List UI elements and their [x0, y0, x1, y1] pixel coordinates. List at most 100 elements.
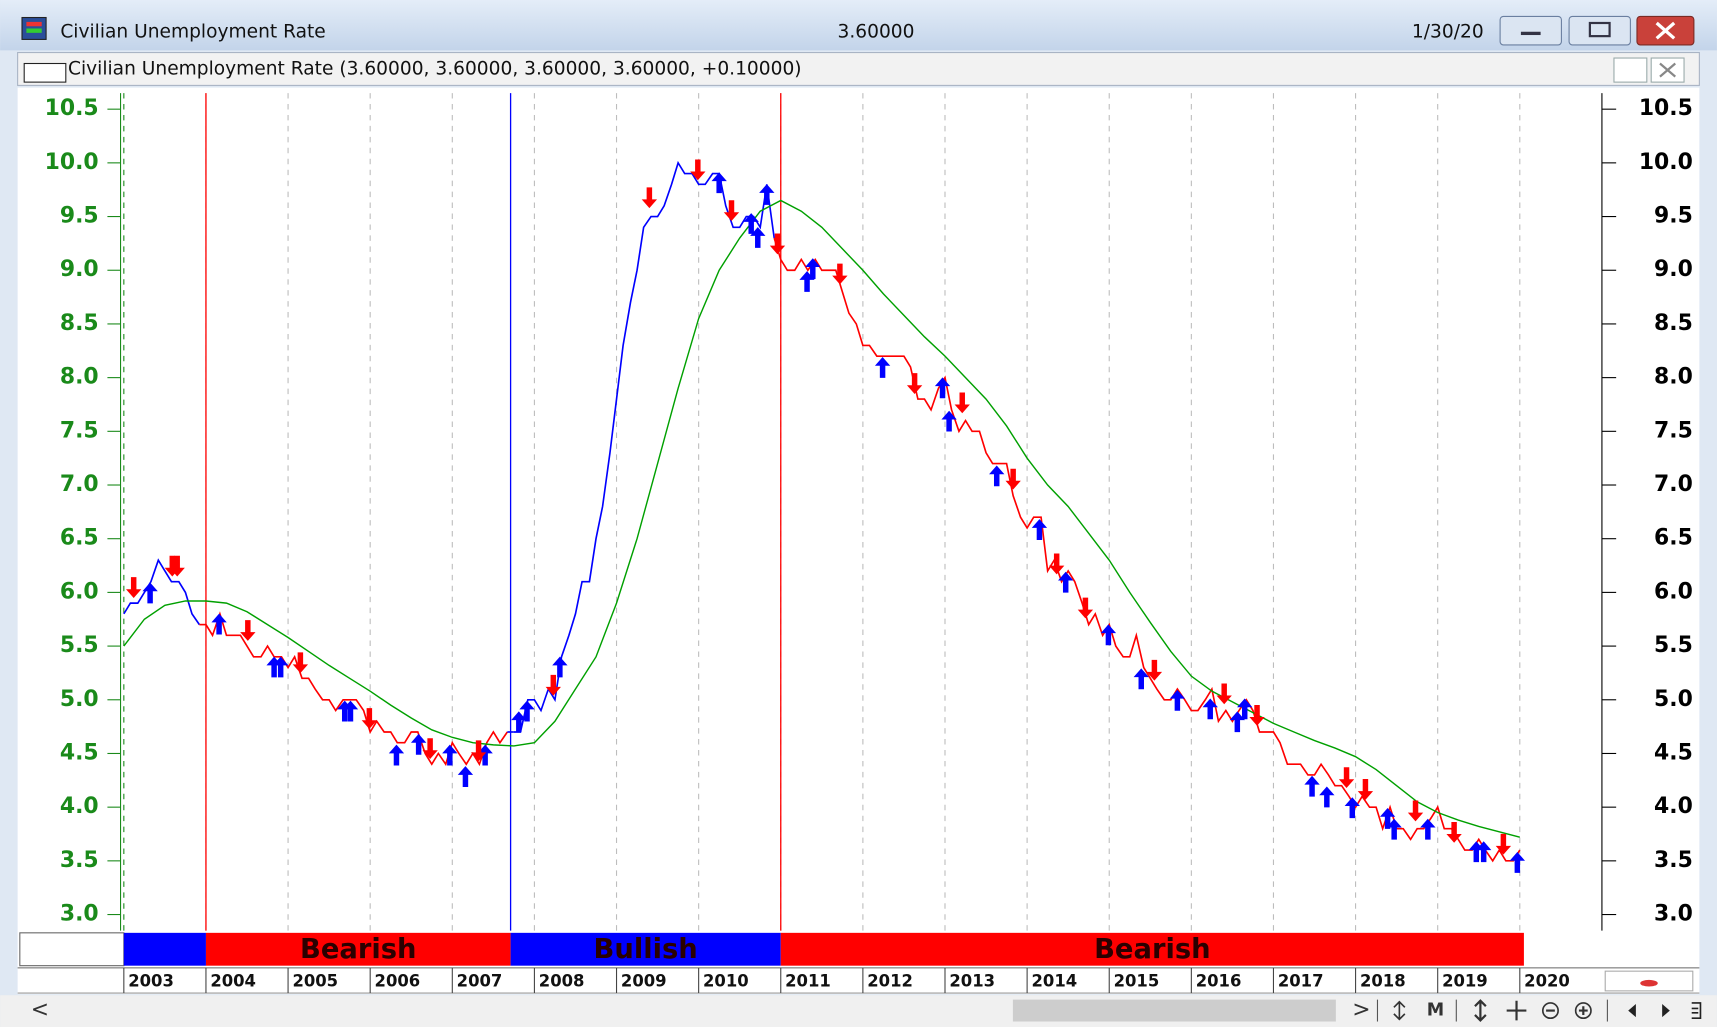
down-arrow — [1407, 800, 1424, 822]
up-arrow — [874, 357, 891, 378]
up-arrow — [388, 744, 405, 766]
corner-icon — [1640, 979, 1658, 987]
x-tick-label: 2016 — [1196, 972, 1242, 991]
up-arrow — [211, 613, 227, 635]
x-tick-label: 2014 — [1031, 972, 1077, 991]
up-arrow — [1169, 689, 1186, 711]
data-line — [205, 611, 508, 767]
y-tick-label-right: 8.0 — [1654, 365, 1693, 390]
down-arrow — [1005, 468, 1021, 490]
maximize-pane[interactable] — [1613, 57, 1648, 83]
up-arrow — [1420, 818, 1436, 840]
up-arrow — [1237, 698, 1253, 720]
y-tick-label-right: 7.0 — [1654, 472, 1693, 497]
down-arrow — [240, 620, 256, 641]
app-icon-part — [26, 28, 42, 33]
up-arrow — [934, 377, 951, 399]
y-tick-label-right: 3.0 — [1654, 902, 1693, 927]
legend-text: Civilian Unemployment Rate (3.60000, 3.6… — [68, 58, 802, 79]
signal-band — [780, 932, 1524, 966]
up-arrow — [1509, 852, 1526, 873]
x-tick-label: 2017 — [1278, 972, 1324, 991]
down-arrow — [1216, 683, 1232, 705]
up-arrow — [1386, 818, 1402, 840]
x-tick-label: 2013 — [949, 972, 995, 991]
up-arrow — [1304, 775, 1320, 797]
y-tick-label-left: 3.5 — [60, 848, 99, 873]
y-tick-label-left: 6.0 — [60, 579, 99, 604]
up-arrow — [1229, 711, 1245, 733]
toolbar-m[interactable]: M — [1427, 1001, 1444, 1021]
y-tick-label-left: 9.0 — [60, 257, 99, 282]
close-icon — [1655, 21, 1676, 40]
y-tick-label-right: 9.0 — [1654, 257, 1693, 282]
x-tick-label: 2009 — [621, 972, 667, 991]
minimize-button[interactable] — [1499, 15, 1562, 46]
up-arrow — [759, 184, 775, 205]
up-arrow — [1100, 624, 1117, 646]
y-tick-label-right: 4.0 — [1654, 794, 1693, 819]
end-icon[interactable] — [1691, 1002, 1702, 1020]
next-icon[interactable] — [1662, 1004, 1670, 1018]
down-arrow — [690, 159, 706, 181]
down-arrow — [769, 233, 786, 255]
refresh-icon[interactable] — [1393, 1000, 1406, 1021]
y-tick-label-right: 9.5 — [1654, 204, 1693, 229]
up-arrow — [142, 582, 158, 604]
up-arrow — [743, 213, 759, 234]
up-arrow — [442, 744, 458, 766]
y-tick-label-left: 6.5 — [60, 526, 99, 551]
y-tick-label-right: 4.5 — [1654, 740, 1693, 765]
restore-button[interactable] — [1568, 15, 1631, 46]
y-tick-label-left: 4.5 — [60, 740, 99, 765]
y-tick-label-right: 10.0 — [1639, 150, 1693, 175]
down-arrow — [641, 187, 658, 209]
data-line — [513, 160, 776, 733]
y-tick-label-right: 5.5 — [1654, 633, 1693, 658]
vscale-icon[interactable] — [1474, 999, 1487, 1022]
x-tick-label: 2012 — [867, 972, 913, 991]
y-tick-label-right: 10.5 — [1639, 96, 1693, 121]
x-tick-label: 2020 — [1524, 972, 1570, 991]
scroll-thumb[interactable] — [1012, 999, 1336, 1022]
scroll-left[interactable]: < — [31, 998, 49, 1023]
y-tick-label-left: 5.5 — [60, 633, 99, 658]
y-tick-label-left: 8.0 — [60, 365, 99, 390]
y-tick-label-right: 7.5 — [1654, 418, 1693, 443]
zoom-out-icon[interactable] — [1541, 1002, 1559, 1020]
up-arrow — [1058, 571, 1074, 593]
down-arrow — [361, 708, 378, 729]
down-arrow — [1249, 704, 1265, 726]
up-arrow — [1379, 808, 1396, 829]
down-arrow — [1338, 767, 1355, 789]
up-arrow — [1319, 786, 1335, 808]
x-tick-label: 2006 — [375, 972, 421, 991]
moving-average-line — [123, 199, 1520, 838]
down-arrow — [832, 263, 848, 285]
y-tick-label-right: 6.0 — [1654, 579, 1693, 604]
up-arrow — [805, 258, 821, 280]
y-tick-label-left: 7.0 — [60, 472, 99, 497]
prev-icon[interactable] — [1628, 1004, 1636, 1018]
zoom-in-icon[interactable] — [1574, 1002, 1592, 1020]
band-gutter — [19, 932, 125, 967]
signal-band — [123, 932, 206, 966]
title-bar — [0, 0, 1717, 51]
down-arrow — [292, 652, 309, 674]
scroll-right[interactable]: > — [1352, 998, 1370, 1023]
pan-icon[interactable] — [1506, 1000, 1527, 1021]
x-tick-label: 2015 — [1114, 972, 1160, 991]
up-arrow — [1344, 797, 1360, 819]
y-tick-label-left: 10.5 — [45, 96, 99, 121]
up-arrow — [989, 465, 1005, 487]
up-arrow — [457, 766, 474, 787]
y-tick-label-right: 5.0 — [1654, 687, 1693, 712]
x-tick-label: 2018 — [1360, 972, 1406, 991]
down-arrow — [169, 555, 185, 577]
down-arrow — [1146, 659, 1163, 681]
down-arrow — [723, 200, 740, 222]
down-arrow — [422, 738, 438, 760]
y-tick-label-right: 8.5 — [1654, 311, 1693, 336]
up-arrow — [1031, 519, 1048, 540]
